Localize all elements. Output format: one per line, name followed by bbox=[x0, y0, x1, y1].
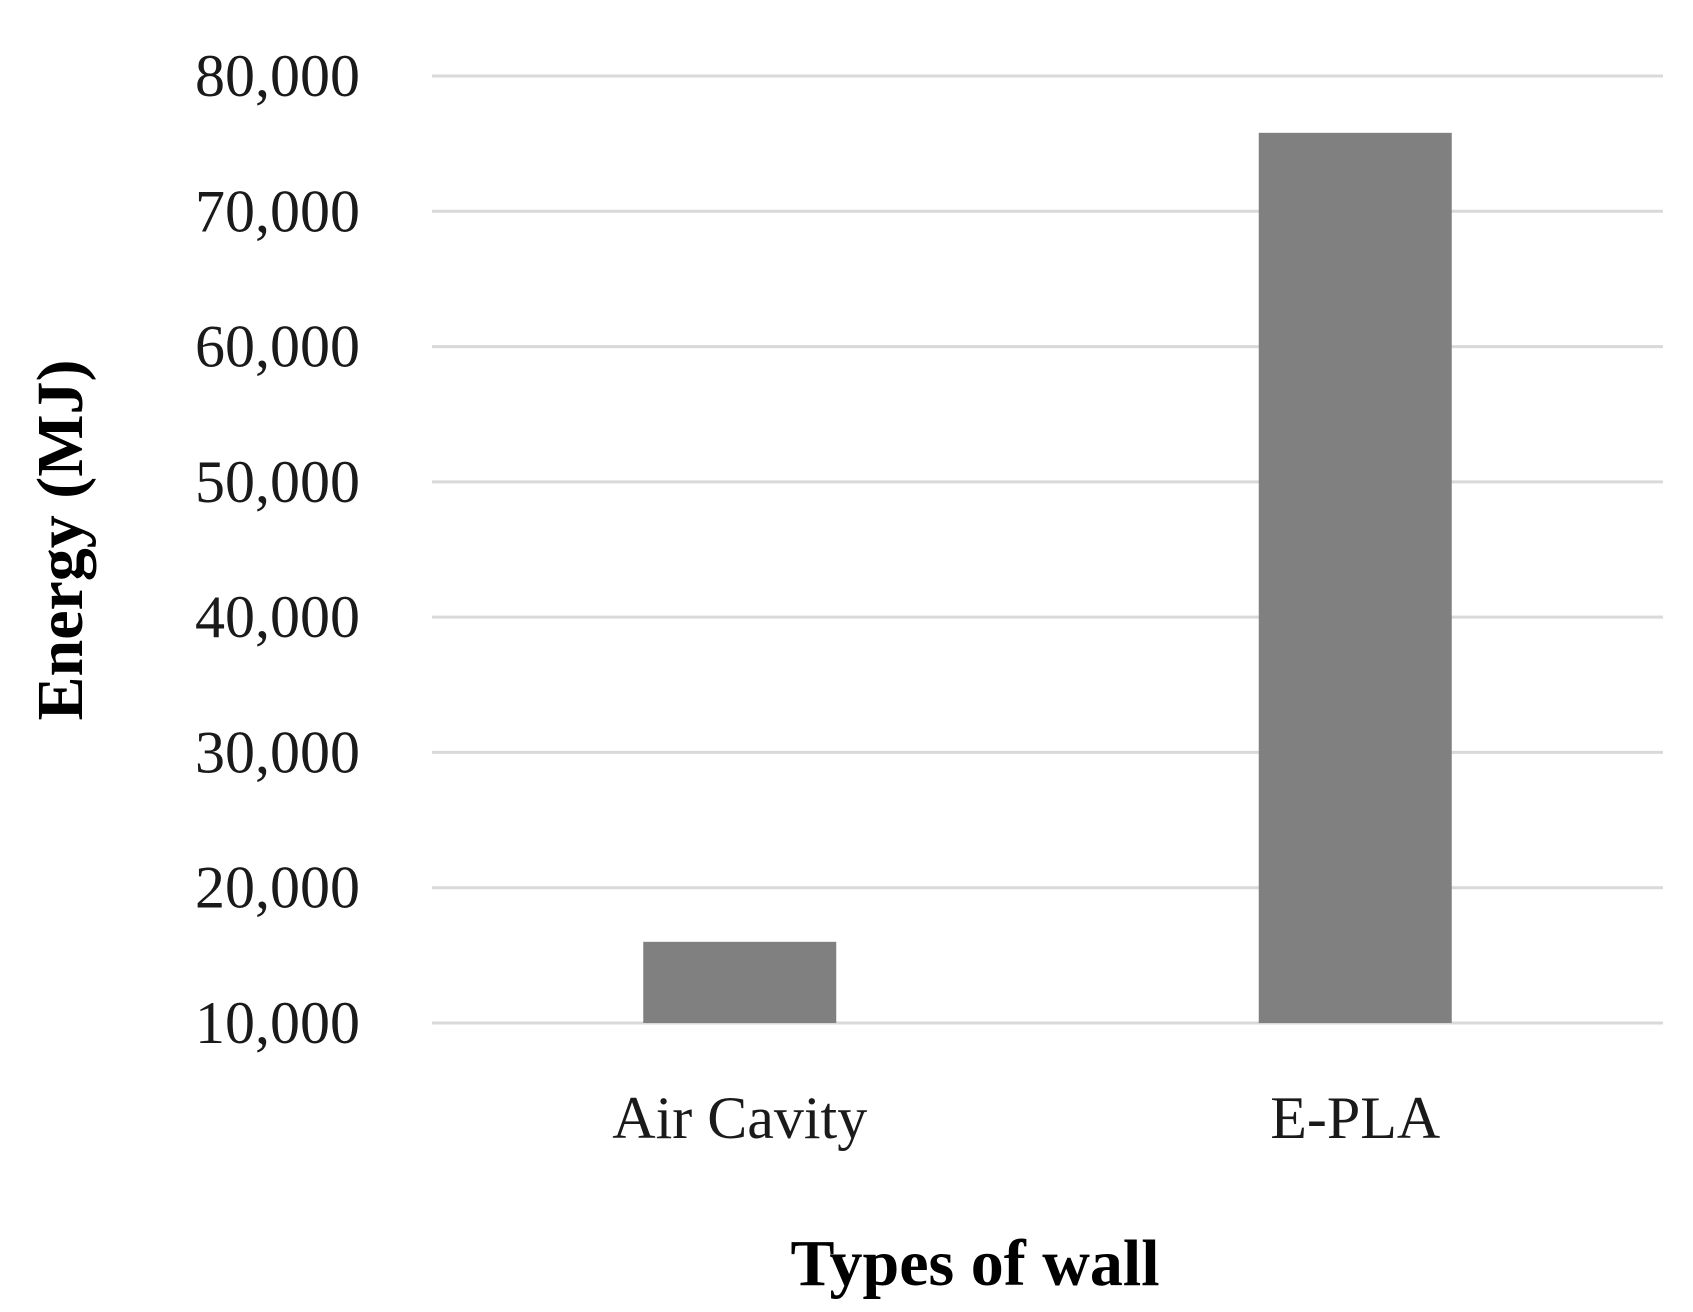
x-axis-title: Types of wall bbox=[790, 1227, 1159, 1300]
category-labels: Air Cavity E-PLA bbox=[612, 1085, 1440, 1151]
y-tick-labels: 10,000 20,000 30,000 40,000 50,000 60,000 70,0… bbox=[195, 43, 360, 1056]
x-category-label: Air Cavity bbox=[612, 1085, 867, 1151]
y-axis-title: Energy (MJ) bbox=[24, 359, 97, 720]
y-tick-label: 80,000 bbox=[195, 43, 360, 109]
y-tick-label: 10,000 bbox=[195, 990, 360, 1056]
y-tick-label: 40,000 bbox=[195, 584, 360, 650]
bars bbox=[643, 132, 1452, 1023]
y-tick-label: 60,000 bbox=[195, 314, 360, 380]
y-tick-label: 50,000 bbox=[195, 449, 360, 515]
x-category-label: E-PLA bbox=[1270, 1085, 1440, 1151]
y-tick-label: 30,000 bbox=[195, 719, 360, 785]
gridlines bbox=[432, 74, 1663, 1025]
bar-air-cavity bbox=[643, 941, 837, 1023]
y-tick-label: 20,000 bbox=[195, 855, 360, 921]
y-tick-label: 70,000 bbox=[195, 178, 360, 244]
bar-e-pla bbox=[1258, 132, 1452, 1023]
